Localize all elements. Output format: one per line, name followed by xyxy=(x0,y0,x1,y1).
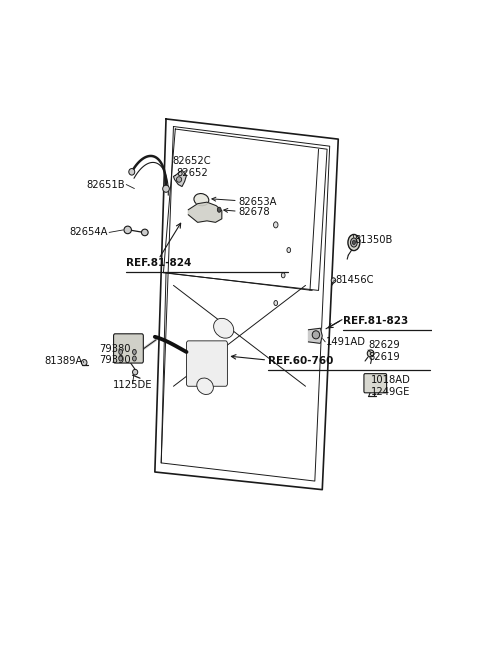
Text: 82678: 82678 xyxy=(239,207,270,217)
FancyBboxPatch shape xyxy=(114,334,144,363)
Ellipse shape xyxy=(82,360,87,365)
Ellipse shape xyxy=(194,193,209,206)
Ellipse shape xyxy=(217,207,221,212)
Ellipse shape xyxy=(142,229,148,236)
Polygon shape xyxy=(309,328,322,343)
Ellipse shape xyxy=(367,350,374,357)
Ellipse shape xyxy=(331,278,336,283)
Ellipse shape xyxy=(132,369,138,375)
Ellipse shape xyxy=(163,185,169,193)
Ellipse shape xyxy=(119,349,122,354)
Text: 1125DE: 1125DE xyxy=(113,381,152,390)
Ellipse shape xyxy=(350,238,357,247)
Text: 81456C: 81456C xyxy=(335,275,374,286)
Ellipse shape xyxy=(214,318,234,338)
Text: 82652C
82652: 82652C 82652 xyxy=(173,156,211,178)
Ellipse shape xyxy=(352,240,355,244)
Text: REF.81-824: REF.81-824 xyxy=(126,257,192,268)
Text: 82654A: 82654A xyxy=(70,227,108,237)
Text: 1491AD: 1491AD xyxy=(326,337,366,347)
Text: 81350B: 81350B xyxy=(354,235,392,245)
Ellipse shape xyxy=(274,301,277,305)
Ellipse shape xyxy=(287,248,290,253)
Text: 1018AD
1249GE: 1018AD 1249GE xyxy=(371,375,410,397)
Ellipse shape xyxy=(132,349,136,354)
Text: 82653A: 82653A xyxy=(239,197,277,207)
Ellipse shape xyxy=(177,177,181,182)
Ellipse shape xyxy=(132,356,136,361)
Ellipse shape xyxy=(129,168,135,175)
Text: 82629
82619: 82629 82619 xyxy=(369,340,400,362)
Text: REF.81-823: REF.81-823 xyxy=(343,316,408,326)
Ellipse shape xyxy=(312,331,320,339)
Polygon shape xyxy=(188,202,222,222)
Ellipse shape xyxy=(124,226,132,234)
Text: 81389A: 81389A xyxy=(44,356,83,366)
Text: 82651B: 82651B xyxy=(86,179,125,189)
Ellipse shape xyxy=(348,234,360,251)
Ellipse shape xyxy=(281,272,285,278)
Text: 79380
79390: 79380 79390 xyxy=(99,344,131,365)
Ellipse shape xyxy=(119,356,122,361)
FancyBboxPatch shape xyxy=(364,373,386,393)
FancyBboxPatch shape xyxy=(186,341,228,386)
Ellipse shape xyxy=(274,222,278,228)
Text: REF.60-760: REF.60-760 xyxy=(268,356,334,366)
Ellipse shape xyxy=(197,378,214,394)
Polygon shape xyxy=(173,170,186,187)
